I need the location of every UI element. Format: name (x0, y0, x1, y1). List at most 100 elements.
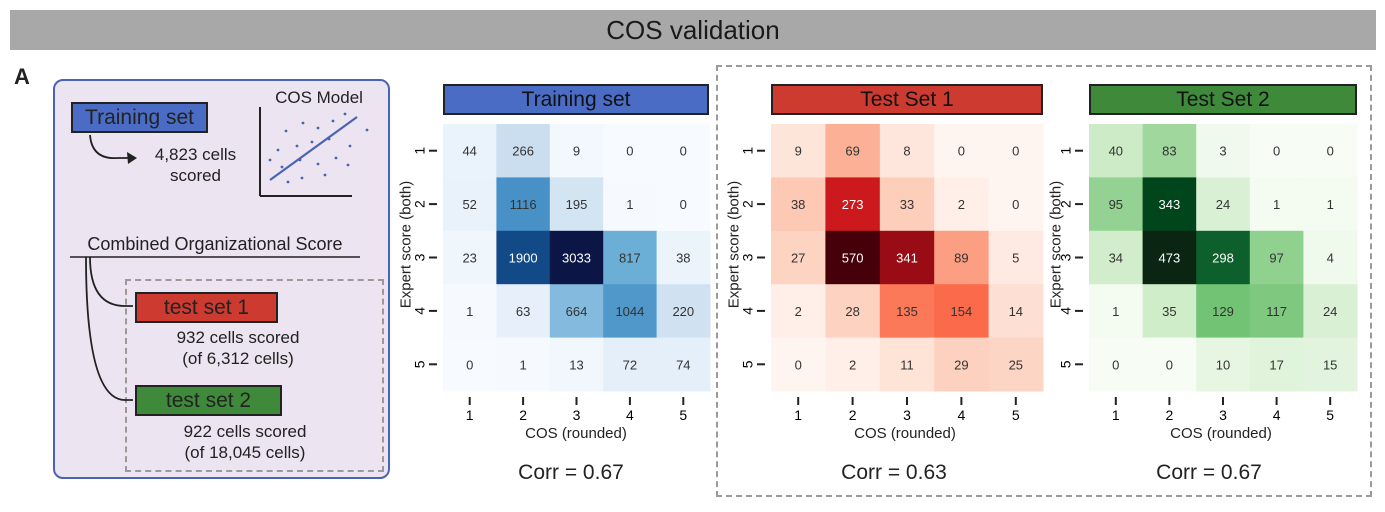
y-tick-label: 5 (1058, 360, 1074, 368)
heatmap-cell-label: 2 (795, 304, 802, 319)
heatmap-cell-label: 9 (573, 144, 580, 159)
heatmap-cell (443, 124, 497, 178)
heatmap-cell (879, 284, 935, 339)
heatmap-cell-label: 27 (791, 251, 805, 266)
cos-model-label: COS Model (275, 88, 363, 107)
training-set-box: Training set (71, 102, 208, 133)
heatmap-cell (443, 337, 497, 392)
training-cells-scored: scored (169, 165, 222, 185)
heatmap-cell-label: 95 (1109, 197, 1123, 212)
heatmap-cell-label: 0 (1112, 357, 1119, 372)
heatmap-cell (1089, 284, 1144, 339)
x-tick-label: 1 (466, 407, 474, 423)
heatmap-cell-label: 817 (619, 251, 641, 266)
heatmap-cell-label: 38 (791, 197, 805, 212)
heatmap-cell (934, 337, 990, 392)
heatmap-cell-label: 2 (958, 197, 965, 212)
y-tick-label: 5 (412, 360, 428, 368)
heatmap-cell (603, 177, 658, 232)
heatmap-cell (496, 230, 551, 285)
heatmap-cell (603, 230, 658, 285)
heatmap-cell (988, 230, 1044, 285)
heatmap-cell (825, 177, 881, 232)
heatmap-cell (1249, 284, 1304, 339)
heatmap-cell (496, 177, 551, 232)
heatmap-cell (443, 284, 497, 339)
heatmap-cell (549, 337, 604, 392)
heatmap-cell-label: 473 (1159, 251, 1181, 266)
y-tick-label: 4 (412, 307, 428, 315)
heatmap-cell-label: 3 (1219, 144, 1226, 159)
test2-cells-text: 922 cells scored (of 18,045 cells) (150, 422, 340, 463)
heatmap-cell (1249, 230, 1304, 285)
heatmap-cell (1196, 284, 1251, 339)
y-tick-label: 3 (1058, 253, 1074, 261)
heatmap-cell (549, 230, 604, 285)
heatmap-cell-label: 0 (1012, 144, 1019, 159)
heatmap-cell-label: 220 (672, 304, 694, 319)
heatmap-cell-label: 25 (1009, 357, 1023, 372)
heatmap-cell (1249, 337, 1304, 392)
heatmap-cell-label: 83 (1162, 144, 1176, 159)
heatmap-cell-label: 34 (1109, 251, 1123, 266)
heatmap-cell (1303, 337, 1358, 392)
heatmap-cell-label: 89 (954, 251, 968, 266)
heatmap-cell-label: 0 (1273, 144, 1280, 159)
heatmap-cell (1249, 177, 1304, 232)
heatmap-cell-label: 1116 (510, 197, 537, 212)
heatmap-cell-label: 117 (1266, 304, 1287, 319)
heatmap-cell (934, 124, 990, 178)
heatmap-cell-label: 0 (680, 144, 687, 159)
heatmap-cell (825, 337, 881, 392)
heatmap-0: 44 266 9 0 052 1116 195 1 023 1900 3033 817 381 63 664… (412, 124, 711, 423)
branch-test1 (89, 256, 133, 307)
heatmap-cell (1196, 177, 1251, 232)
x-tick-label: 1 (794, 407, 802, 423)
heatmap-cell-label: 266 (512, 144, 534, 159)
y-tick-label: 1 (1058, 147, 1074, 155)
x-tick-label: 5 (1012, 407, 1020, 423)
heatmap-cell-label: 3033 (562, 251, 591, 266)
heatmap-cell (771, 284, 826, 339)
figure-header: COS validation (10, 10, 1376, 50)
heatmap-cell-label: 1 (1273, 197, 1280, 212)
heatmap-cell-label: 1 (466, 304, 473, 319)
heatmap-cell (443, 230, 497, 285)
heatmap-cell (549, 284, 604, 339)
heatmap-cell-label: 273 (842, 197, 864, 212)
heatmap-cell-label: 29 (954, 357, 968, 372)
heatmap-cell-label: 14 (1009, 304, 1023, 319)
heatmap-cell-label: 33 (900, 197, 914, 212)
heatmap-cell (443, 177, 497, 232)
y-tick-label: 4 (1058, 307, 1074, 315)
heatmap-cell (879, 177, 935, 232)
x-tick-label: 2 (519, 407, 527, 423)
ylabel-test2: Expert score (both) (1047, 180, 1065, 309)
heatmap-cell (656, 177, 711, 232)
xlabel-test1: COS (rounded) (854, 425, 956, 442)
heatmap-title-training: Training set (443, 84, 709, 115)
heatmap-cell-label: 195 (566, 197, 588, 212)
heatmap-cell-label: 341 (896, 251, 918, 266)
heatmap-cell-label: 72 (623, 357, 637, 372)
heatmap-title-test1: Test Set 1 (771, 84, 1043, 115)
x-tick-label: 3 (903, 407, 911, 423)
heatmap-cell-label: 24 (1323, 304, 1337, 319)
figure-title: COS validation (606, 14, 780, 45)
heatmap-cell (825, 230, 881, 285)
heatmap-cell (934, 284, 990, 339)
y-tick-label: 2 (412, 200, 428, 208)
heatmap-cell (1142, 337, 1197, 392)
training-cells-text: 4,823 cells scored (138, 145, 253, 186)
y-tick-label: 4 (740, 307, 756, 315)
test-sets-dashed-box (125, 279, 384, 472)
heatmap-cell (1089, 177, 1144, 232)
test1-cells-total: (of 6,312 cells) (182, 348, 294, 368)
heatmap-cell (934, 230, 990, 285)
heatmap-cell-label: 2 (849, 357, 856, 372)
heatmap-cell-label: 28 (845, 304, 859, 319)
heatmap-cell (771, 124, 826, 178)
heatmap-cell-label: 11 (900, 357, 914, 372)
